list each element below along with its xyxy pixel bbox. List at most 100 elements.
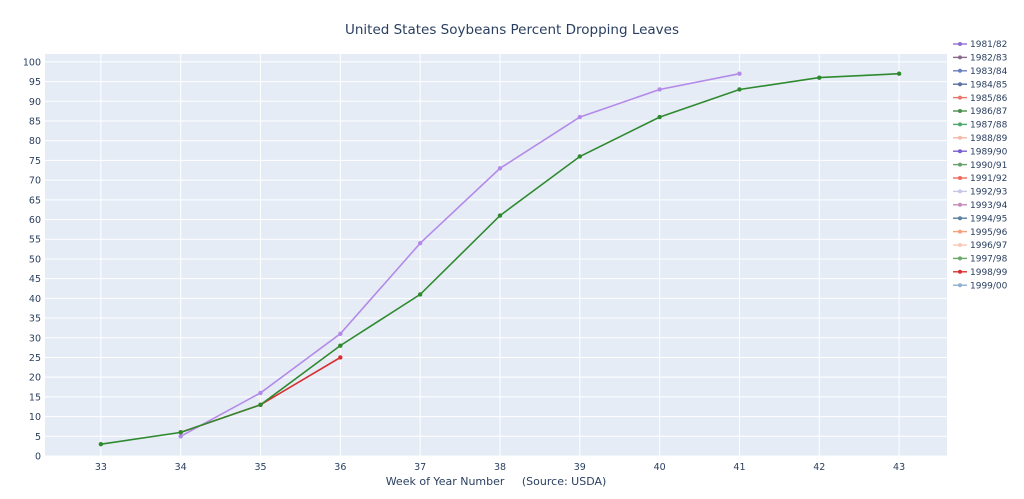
legend-item[interactable]: 1991/92 <box>953 174 1007 184</box>
legend-swatch-marker <box>958 109 962 113</box>
data-point[interactable] <box>737 71 742 76</box>
legend-label: 1983/84 <box>970 67 1008 77</box>
y-tick-label: 20 <box>29 373 41 384</box>
data-point[interactable] <box>417 240 423 246</box>
x-axis-title: Week of Year Number (Source: USDA) <box>386 475 607 488</box>
y-tick-label: 40 <box>29 294 41 305</box>
legend-swatch-marker <box>958 283 962 288</box>
legend-swatch-marker <box>958 122 962 127</box>
series-lines <box>98 71 902 447</box>
legend-item[interactable]: 1992/93 <box>953 188 1007 198</box>
x-tick-label: 37 <box>414 462 426 473</box>
x-tick-label: 43 <box>893 462 905 473</box>
gridlines <box>45 54 947 457</box>
y-tick-label: 90 <box>29 97 41 108</box>
data-point[interactable] <box>497 213 503 218</box>
legend-item[interactable]: 1982/83 <box>953 54 1007 64</box>
legend-item[interactable]: 1988/89 <box>953 134 1008 144</box>
y-tick-label: 5 <box>35 432 41 443</box>
data-point[interactable] <box>98 441 104 447</box>
y-tick-label: 80 <box>29 136 41 147</box>
legend-item[interactable]: 1981/82 <box>953 40 1007 50</box>
data-point[interactable] <box>178 430 183 435</box>
data-point[interactable] <box>896 71 902 76</box>
legend-swatch-marker <box>958 42 962 46</box>
legend-label: 1984/85 <box>970 80 1007 90</box>
legend-swatch-marker <box>958 68 962 73</box>
x-tick-label: 34 <box>175 462 187 473</box>
data-point[interactable] <box>657 87 662 92</box>
legend-label: 1995/96 <box>970 228 1008 238</box>
legend-label: 1994/95 <box>970 214 1007 224</box>
legend-label: 1990/91 <box>970 161 1007 171</box>
data-point[interactable] <box>338 355 343 360</box>
legend-swatch-marker <box>958 256 962 261</box>
legend-label: 1997/98 <box>970 255 1008 265</box>
legend-swatch-marker <box>958 229 962 234</box>
legend-label: 1996/97 <box>970 241 1007 251</box>
legend-item[interactable]: 1996/97 <box>953 241 1007 251</box>
y-tick-label: 75 <box>29 156 41 167</box>
data-point[interactable] <box>178 434 183 439</box>
legend-swatch-marker <box>958 82 962 87</box>
legend-swatch-marker <box>958 95 962 100</box>
legend-swatch-marker <box>958 189 962 194</box>
legend-item[interactable]: 1997/98 <box>953 255 1008 265</box>
legend-item[interactable]: 1995/96 <box>953 228 1008 238</box>
data-point[interactable] <box>338 343 343 348</box>
legend-swatch-marker <box>958 149 962 154</box>
y-tick-label: 50 <box>29 254 41 265</box>
legend-swatch-marker <box>958 243 962 247</box>
y-axis-ticks: 0 5 10 15 20 25 30 35 40 45 50 55 60 65 70 75 80 85 90 95 10… <box>23 57 41 462</box>
legend-item[interactable]: 1993/94 <box>953 201 1008 211</box>
legend-item[interactable]: 1994/95 <box>953 214 1007 224</box>
legend-item[interactable]: 1990/91 <box>953 161 1007 171</box>
legend-item[interactable]: 1985/86 <box>953 94 1008 104</box>
y-tick-label: 45 <box>29 274 41 285</box>
y-tick-label: 100 <box>23 57 41 68</box>
legend-item[interactable]: 1987/88 <box>953 121 1008 131</box>
data-point[interactable] <box>417 292 423 297</box>
legend-label: 1992/93 <box>970 188 1007 198</box>
x-axis-ticks: 33 34 35 36 37 38 39 40 41 42 43 <box>95 462 905 473</box>
y-tick-label: 15 <box>29 392 41 403</box>
legend-item[interactable]: 1998/99 <box>953 268 1008 278</box>
legend-swatch-marker <box>958 55 962 60</box>
legend-label: 1987/88 <box>970 121 1008 131</box>
legend-item[interactable]: 1984/85 <box>953 80 1007 90</box>
legend-label: 1986/87 <box>970 107 1007 117</box>
data-point[interactable] <box>577 154 583 159</box>
legend-item[interactable]: 1983/84 <box>953 67 1008 77</box>
legend-swatch-marker <box>958 269 962 274</box>
data-point[interactable] <box>497 166 503 171</box>
legend-item[interactable]: 1986/87 <box>953 107 1007 117</box>
legend-swatch-marker <box>958 162 962 167</box>
data-point[interactable] <box>338 331 343 337</box>
legend-label: 1985/86 <box>970 94 1008 104</box>
y-tick-label: 85 <box>29 117 41 128</box>
data-point[interactable] <box>258 402 263 407</box>
data-point[interactable] <box>577 114 583 120</box>
y-tick-label: 95 <box>29 77 41 88</box>
legend-swatch-marker <box>958 216 962 221</box>
series-unlabeled-19 <box>178 71 742 439</box>
series-unlabeled-20 <box>98 71 902 447</box>
y-tick-label: 60 <box>29 215 41 226</box>
legend-label: 1982/83 <box>970 54 1007 64</box>
y-tick-label: 25 <box>29 353 41 364</box>
y-tick-label: 10 <box>29 412 41 423</box>
y-tick-label: 65 <box>29 195 41 206</box>
data-point[interactable] <box>258 390 263 396</box>
data-point[interactable] <box>657 114 662 120</box>
chart-title: United States Soybeans Percent Dropping … <box>345 22 679 38</box>
y-tick-label: 70 <box>29 176 41 187</box>
legend-label: 1991/92 <box>970 174 1007 184</box>
y-tick-label: 0 <box>35 452 41 463</box>
data-point[interactable] <box>817 75 822 80</box>
legend-item[interactable]: 1989/90 <box>953 147 1008 157</box>
legend-item[interactable]: 1999/00 <box>953 281 1008 291</box>
legend[interactable]: 1981/82 1982/83 1983/84 1984/85 1985/86 1986/… <box>953 40 1008 291</box>
data-point[interactable] <box>737 87 742 92</box>
legend-label: 1981/82 <box>970 40 1007 50</box>
